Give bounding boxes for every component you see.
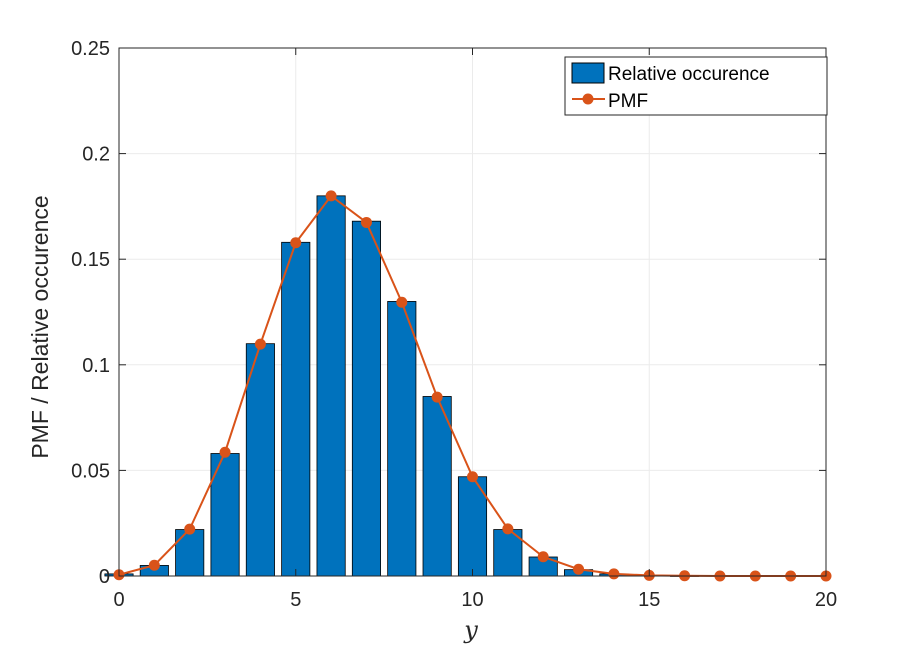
y-tick-label: 0.15 — [71, 249, 110, 271]
pmf-marker — [254, 338, 266, 350]
y-tick-label: 0.05 — [71, 460, 110, 482]
y-tick-label: 0.25 — [71, 38, 110, 60]
pmf-marker — [573, 563, 585, 575]
pmf-marker — [502, 523, 514, 535]
pmf-marker — [396, 296, 408, 308]
y-tick-label: 0 — [99, 566, 110, 588]
axes-layer — [118, 47, 827, 577]
x-tick-label: 15 — [638, 589, 660, 611]
legend-label-relative-occurence: Relative occurence — [608, 64, 770, 85]
tick-labels-layer: 0 5 10 15 20 0 0.05 0.1 0.15 0.2 0.25 — [71, 38, 837, 611]
bar-relative-occurence — [316, 195, 346, 577]
pmf-marker — [219, 446, 231, 458]
x-tick-label: 20 — [815, 589, 837, 611]
bar-relative-occurence — [387, 301, 417, 577]
legend: Relative occurence PMF — [564, 56, 828, 116]
pmf-marker — [431, 391, 443, 403]
bar-relative-occurence — [422, 396, 452, 577]
x-axis-label: y — [463, 616, 478, 644]
y-axis-label: PMF / Relative occurence — [27, 195, 53, 458]
pmf-marker — [290, 237, 302, 249]
pmf-marker — [184, 523, 196, 535]
x-tick-label: 10 — [461, 589, 483, 611]
bar-relative-occurence — [351, 220, 381, 577]
y-tick-label: 0.1 — [82, 355, 110, 377]
bar-relative-occurence — [245, 343, 275, 577]
pmf-marker — [608, 568, 620, 580]
bar-relative-occurence — [175, 529, 205, 577]
pmf-marker — [325, 190, 337, 202]
x-tick-label: 0 — [113, 589, 124, 611]
legend-pmf-marker — [582, 93, 594, 105]
y-tick-label: 0.2 — [82, 144, 110, 166]
legend-box — [564, 56, 828, 116]
pmf-marker — [148, 559, 160, 571]
legend-bar-swatch — [571, 62, 605, 84]
pmf-marker — [537, 551, 549, 563]
legend-label-pmf: PMF — [608, 91, 648, 112]
x-tick-label: 5 — [290, 589, 301, 611]
pmf-marker — [360, 216, 372, 228]
pmf-marker — [467, 471, 478, 483]
bar-relative-occurence — [281, 241, 311, 577]
